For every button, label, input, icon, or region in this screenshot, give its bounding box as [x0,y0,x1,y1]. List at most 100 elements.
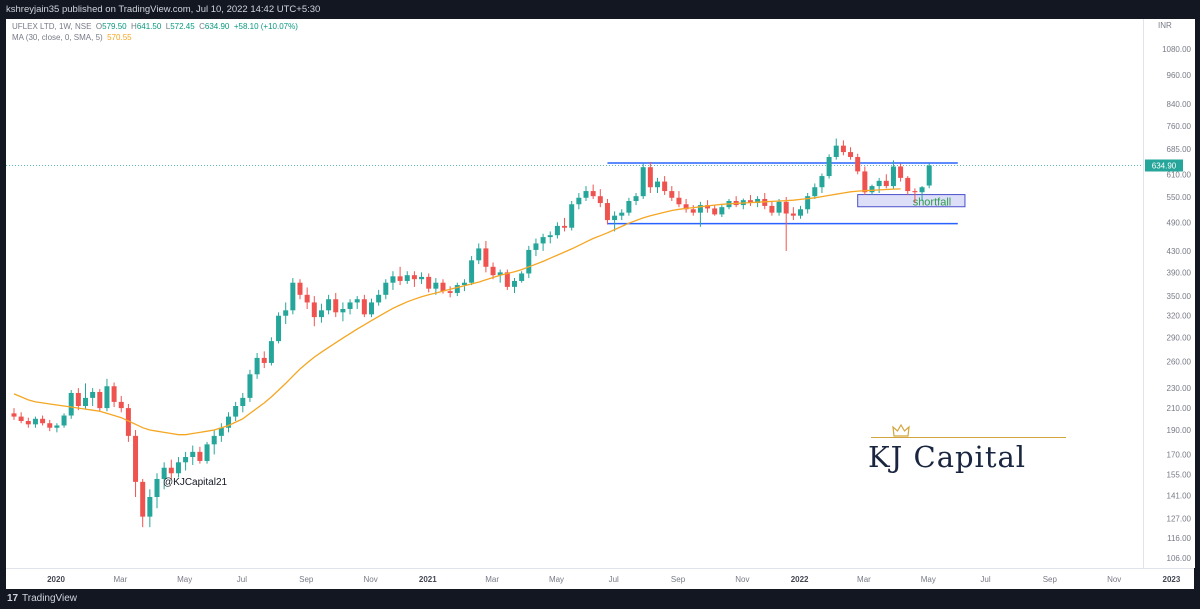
candle [340,302,346,322]
price-axis-svg: INR 1080.00 960.00 840.00 760.00 685.00 610.00… [1145,21,1192,563]
candle [776,198,782,216]
candle [276,312,282,344]
candle-body [125,408,131,436]
symbol-name: UFLEX LTD, 1W, NSE [12,22,92,31]
candle [390,271,396,290]
candle [483,240,489,273]
candle [383,279,389,300]
candle-body [161,467,167,479]
time-tick-label: Nov [1107,575,1121,584]
brand-divider [871,437,1066,438]
candle [798,205,803,219]
price-tick-label: 320.00 [1167,312,1192,321]
time-tick-label: Jul [980,575,990,584]
price-tick-label: 141.00 [1167,491,1192,500]
candle-body [75,392,81,407]
chart-plot-area[interactable]: shortfall UFLEX LTD, 1W, NSE O579.50 H64… [6,19,1143,568]
candle [848,147,854,160]
candle-body [40,418,46,424]
candle-body [655,181,660,188]
candle [533,238,539,257]
candle [476,243,482,265]
footer-bar: 17 TradingView [0,589,1200,609]
time-tick-label: Jul [609,575,619,584]
close-value: 634.90 [204,22,230,31]
time-tick-label: Sep [671,575,686,584]
candle-body [175,462,181,474]
candle-body [354,299,360,303]
candle-body [890,166,896,187]
candle [569,200,575,231]
candle [83,383,88,410]
candle-body [190,451,196,458]
candle [547,231,553,244]
price-tick-label: 170.00 [1167,450,1192,459]
candle-body [461,282,467,286]
tradingview-logo-icon: 17 [7,593,19,604]
candle-body [798,209,803,216]
candle-body [97,391,103,409]
candle [790,207,796,221]
candle [90,388,96,407]
candle [669,186,675,201]
candle [140,478,146,528]
price-tick-label: 210.00 [1167,404,1192,413]
price-tick-label: 116.00 [1167,534,1191,543]
open-value: 579.50 [102,22,127,31]
price-axis[interactable]: INR 1080.00 960.00 840.00 760.00 685.00 610.00… [1143,19,1195,568]
ma-label: MA (30, close, 0, SMA, 5) [12,33,103,42]
candle [512,278,517,293]
candle [469,256,475,286]
candle [683,198,689,213]
candle [247,369,253,402]
candle [376,289,382,306]
candle-body [283,310,289,316]
candle [697,201,703,227]
candle-body [32,418,38,425]
candle [526,245,532,279]
close-label: C [199,22,205,31]
candle-body [883,180,889,187]
candle-body [383,282,389,295]
candle-body [440,282,446,292]
candle [662,176,668,195]
candle [497,269,503,283]
time-tick-label: 2023 [1163,575,1181,584]
candle-body [11,413,17,417]
candle [211,430,217,455]
candle-body [118,401,124,409]
time-axis[interactable]: 2020 Mar May Jul Sep Nov 2021 Mar May Jul Sep Nov 20… [6,568,1194,590]
candle [747,194,753,206]
candle [118,395,124,413]
candle [304,287,310,309]
candle-body [905,177,911,192]
twitter-handle-label: @KJCapital21 [163,477,228,488]
candle-body [433,282,439,289]
candle [218,423,224,442]
candle-body [926,165,932,186]
price-tick-label: 190.00 [1167,426,1192,435]
candle [268,337,274,366]
candle-body [862,171,868,193]
last-price-badge: 634.90 [1152,161,1177,170]
candle [647,162,653,194]
candle [783,196,789,251]
time-tick-label: Nov [735,575,749,584]
candle [619,209,625,221]
candle [361,294,367,318]
candle [426,273,432,293]
candle-body [397,276,403,281]
candle-body [805,196,811,210]
candle-body [590,191,596,197]
candle-body [483,248,489,267]
candle-body [111,386,117,402]
candle-body [547,235,553,238]
candle-body [25,420,31,425]
time-tick-label: Sep [299,575,314,584]
low-value: 572.45 [170,22,195,31]
candle [240,392,246,413]
candle-body [211,435,217,445]
candle-body [154,478,160,497]
price-chart-svg: shortfall [6,138,1143,528]
